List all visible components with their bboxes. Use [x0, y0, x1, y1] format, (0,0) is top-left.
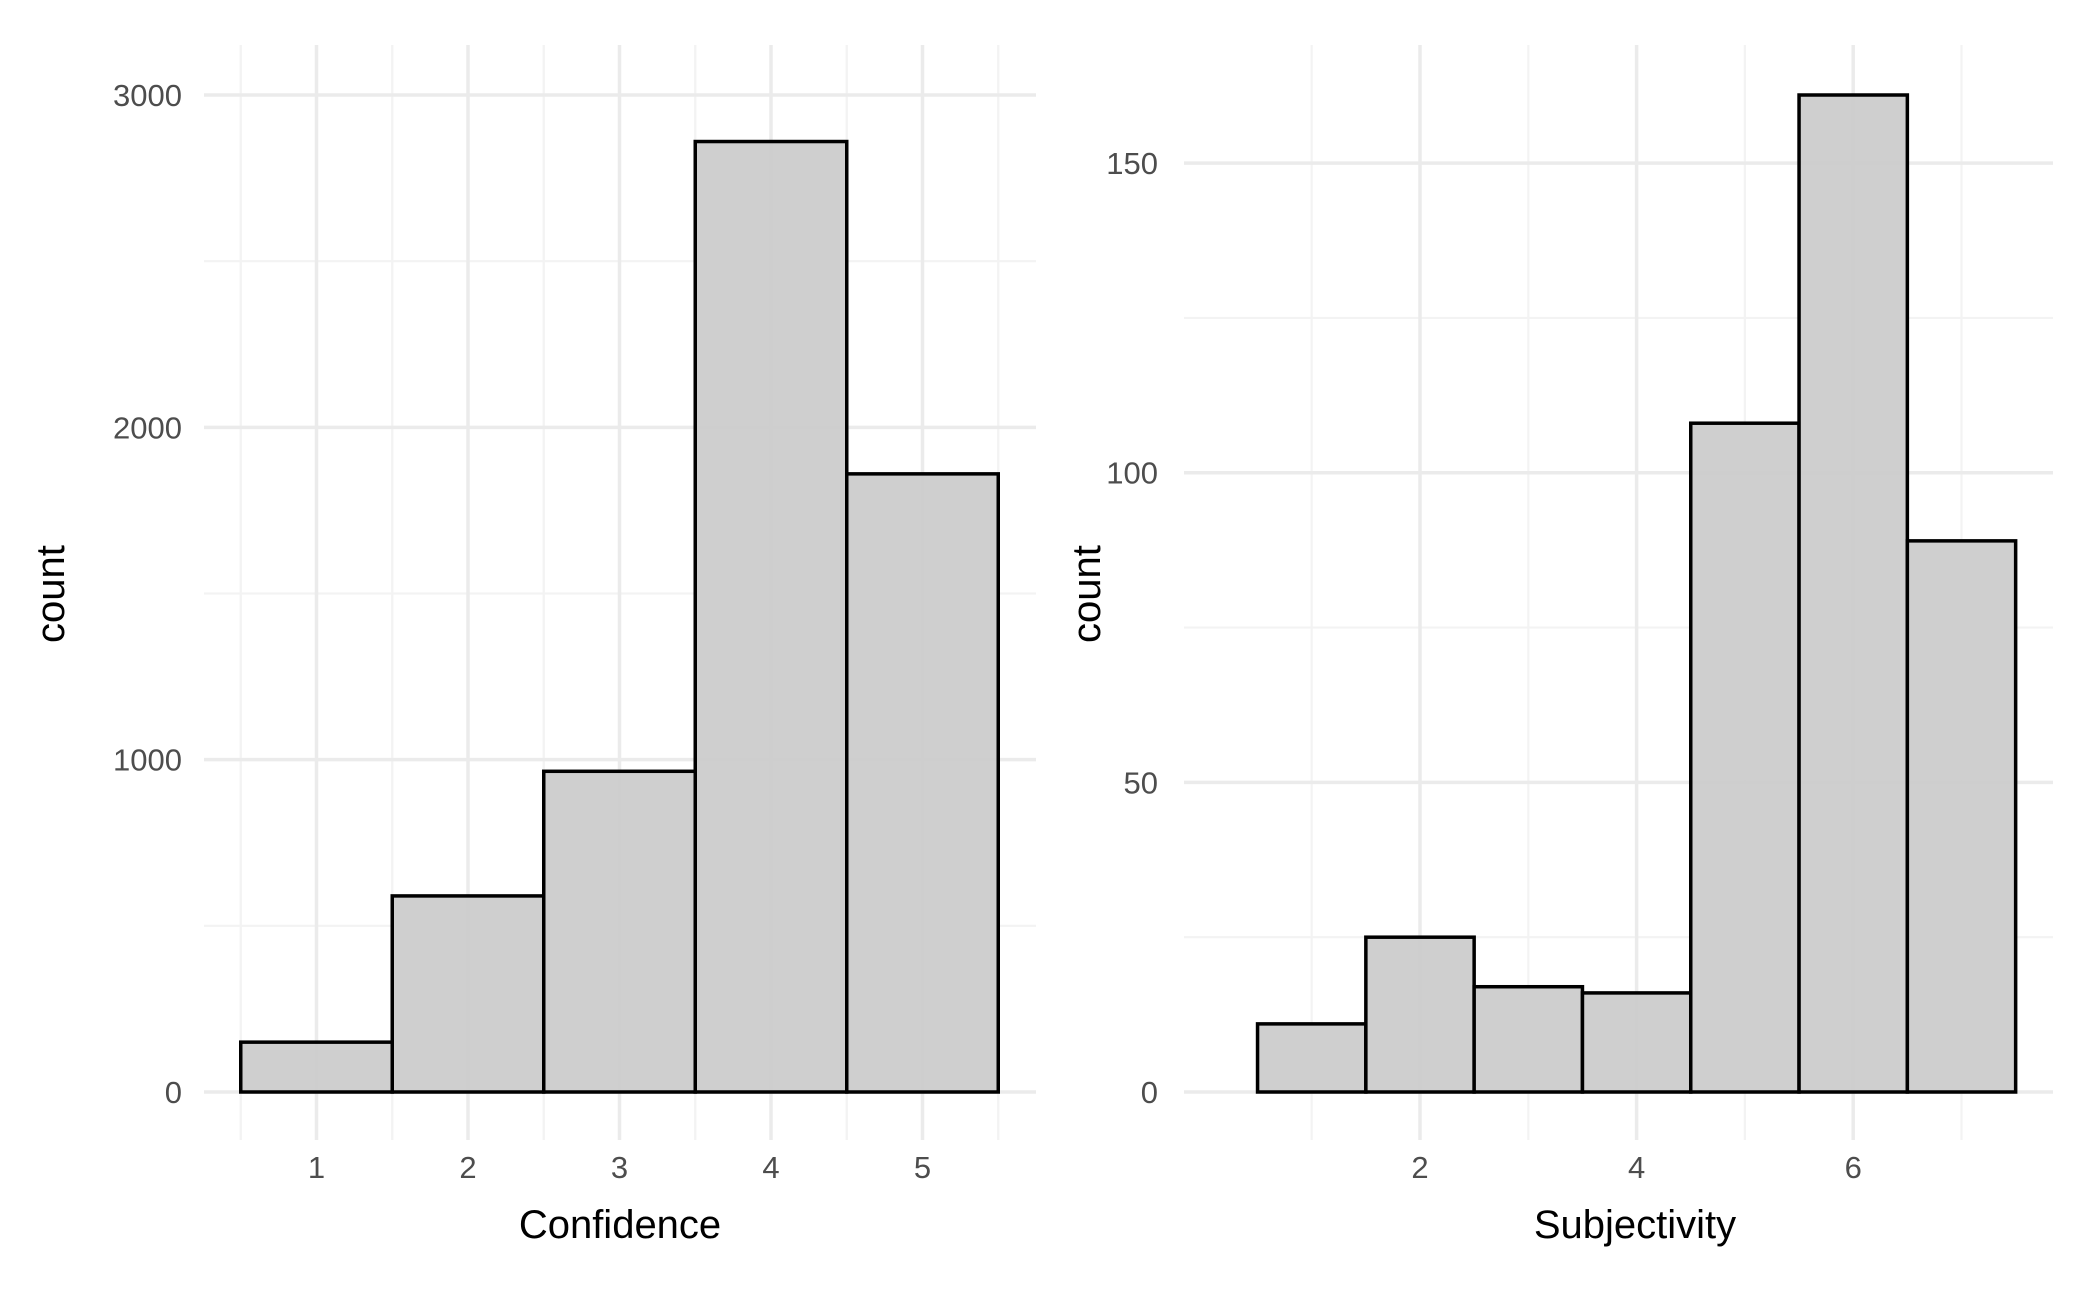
confidence-x-tick-label: 3 [611, 1150, 628, 1185]
subjectivity-y-tick-label: 100 [1106, 456, 1158, 491]
confidence-x-tick-label: 5 [914, 1150, 931, 1185]
confidence-histogram-panel: 0 1000 2000 3000 1 2 3 4 5 Confidence count [29, 45, 1036, 1247]
confidence-y-axis-title: count [29, 545, 73, 643]
confidence-bar-3 [542, 769, 697, 1094]
confidence-bar-4 [693, 139, 849, 1094]
confidence-x-tick-label: 2 [459, 1150, 476, 1185]
subjectivity-bar-4 [1580, 991, 1693, 1094]
subjectivity-bar-5 [1689, 421, 1801, 1094]
subjectivity-bar-6 [1797, 93, 1910, 1094]
confidence-x-axis-title: Confidence [519, 1203, 721, 1247]
subjectivity-bar-3 [1472, 984, 1585, 1094]
confidence-bar-5 [845, 472, 1000, 1094]
subjectivity-y-tick-label: 150 [1106, 146, 1158, 181]
confidence-y-tick-label: 0 [165, 1075, 182, 1110]
subjectivity-bar-2 [1364, 935, 1476, 1094]
confidence-bar-1 [239, 1040, 394, 1094]
confidence-x-tick-label: 1 [308, 1150, 325, 1185]
confidence-y-tick-label: 1000 [113, 743, 182, 778]
confidence-bar-2 [390, 894, 546, 1094]
subjectivity-y-axis-title: count [1065, 545, 1109, 643]
subjectivity-bar-1 [1255, 1022, 1368, 1094]
subjectivity-bar-7 [1905, 539, 2018, 1094]
subjectivity-x-tick-label: 6 [1845, 1150, 1862, 1185]
confidence-x-tick-label: 4 [762, 1150, 779, 1185]
subjectivity-x-tick-label: 2 [1411, 1150, 1428, 1185]
subjectivity-x-tick-label: 4 [1628, 1150, 1645, 1185]
confidence-y-tick-label: 3000 [113, 78, 182, 113]
subjectivity-y-tick-label: 50 [1124, 765, 1158, 800]
subjectivity-y-tick-label: 0 [1141, 1075, 1158, 1110]
confidence-y-tick-label: 2000 [113, 410, 182, 445]
subjectivity-histogram-panel: 0 50 100 150 2 4 6 Subjectivity count [1065, 45, 2053, 1247]
subjectivity-x-axis-title: Subjectivity [1534, 1203, 1736, 1247]
